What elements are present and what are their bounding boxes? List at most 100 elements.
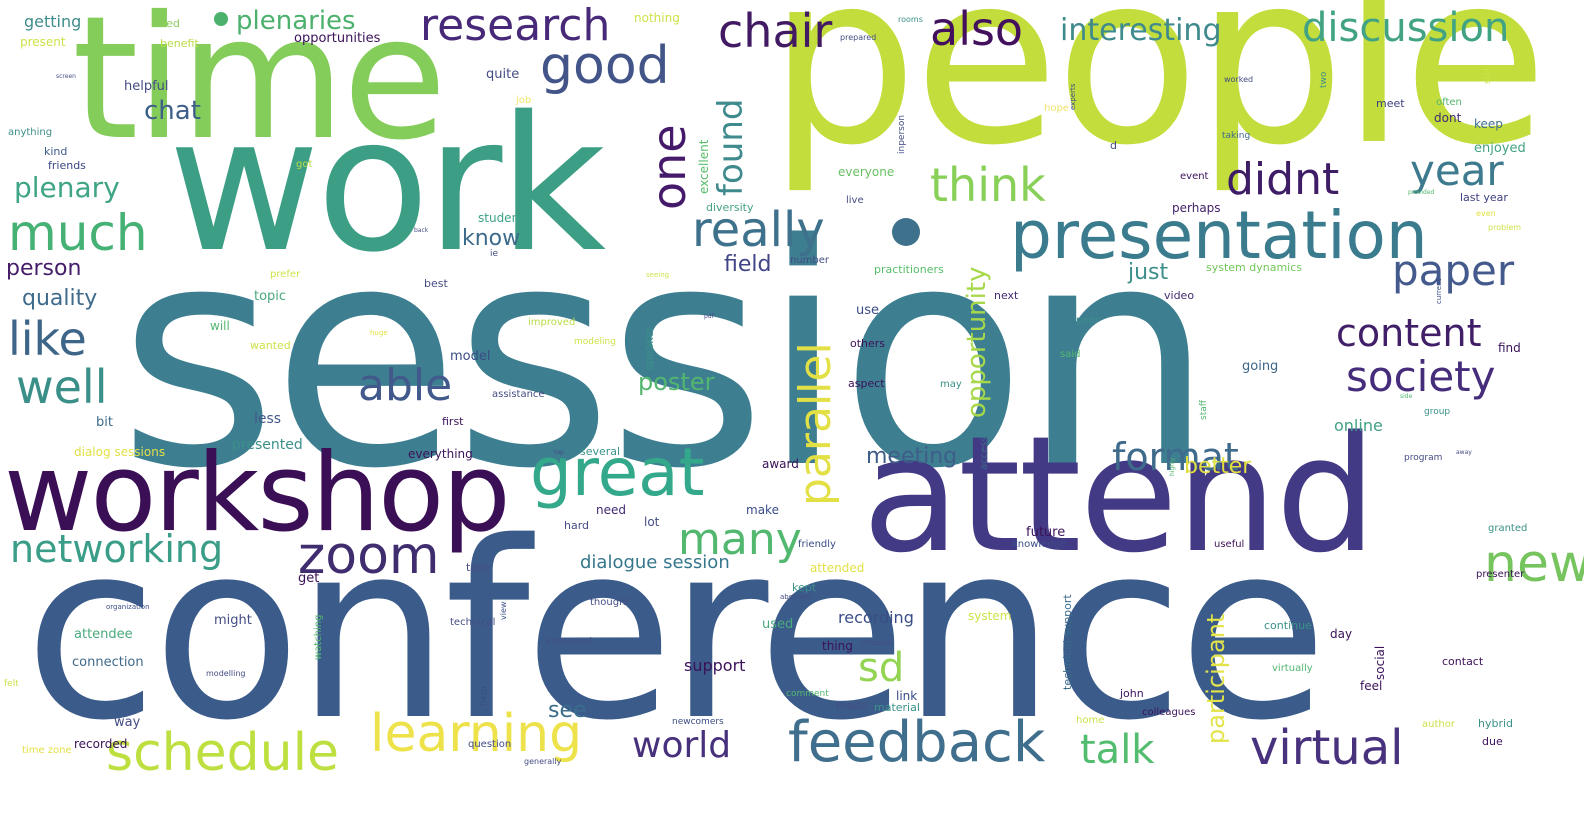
cloud-word: others xyxy=(850,337,886,350)
cloud-word: abstracts xyxy=(780,593,813,601)
cloud-word: day xyxy=(1330,627,1353,641)
cloud-word: opportunities xyxy=(294,31,381,46)
cloud-word: research xyxy=(420,0,611,51)
cloud-word: generally xyxy=(524,757,562,766)
cloud-word: going xyxy=(1242,359,1279,374)
cloud-word: system dynamics xyxy=(1206,261,1303,274)
cloud-word: worked xyxy=(1224,75,1254,84)
cloud-word: used xyxy=(762,617,794,632)
cloud-word: getting xyxy=(24,12,82,31)
cloud-word: able xyxy=(358,360,453,411)
cloud-word: dont xyxy=(1434,111,1462,125)
cloud-word: d xyxy=(1110,139,1117,152)
cloud-word: lot xyxy=(644,515,660,529)
cloud-word: granted xyxy=(1488,523,1528,534)
cloud-word: might xyxy=(214,613,252,628)
cloud-word: participant xyxy=(1202,613,1230,744)
cloud-word: didnt xyxy=(1226,154,1340,205)
cloud-word: away xyxy=(1456,449,1472,456)
cloud-word: hybrid xyxy=(1478,717,1514,730)
cloud-word: provided xyxy=(1408,189,1435,196)
cloud-word: material xyxy=(874,701,920,714)
cloud-word: live xyxy=(846,195,864,206)
cloud-word: practitioners xyxy=(874,263,944,276)
cloud-word: just xyxy=(1128,260,1169,285)
cloud-word: online xyxy=(1334,416,1383,435)
cloud-word: work xyxy=(168,76,606,293)
cloud-word: continue xyxy=(1264,619,1312,632)
cloud-word: presented xyxy=(232,437,303,453)
cloud-word: anything xyxy=(8,127,53,138)
cloud-word: often xyxy=(1436,97,1462,108)
cloud-word: modelling xyxy=(206,669,246,678)
cloud-word: rooms xyxy=(898,15,923,24)
cloud-word: format xyxy=(1112,435,1239,479)
cloud-word: virtual xyxy=(1250,720,1404,776)
cloud-word: dialog sessions xyxy=(74,445,166,459)
cloud-word: kept xyxy=(792,581,817,594)
cloud-word: really xyxy=(692,202,825,258)
cloud-word: attendee xyxy=(74,627,133,642)
cloud-word: technical xyxy=(450,617,496,628)
cloud-word: discussion xyxy=(1302,5,1510,51)
cloud-word: perhaps xyxy=(1172,201,1221,215)
cloud-word: social xyxy=(1373,645,1387,680)
cloud-word: problem xyxy=(1488,223,1522,232)
cloud-word: speaker xyxy=(643,326,656,371)
cloud-word: author xyxy=(1422,719,1455,730)
cloud-word: society xyxy=(1346,352,1496,401)
cloud-word: people xyxy=(768,0,1548,197)
cloud-word: job xyxy=(516,95,532,106)
cloud-word: opportunity xyxy=(962,266,992,418)
cloud-word: wanted xyxy=(250,339,291,352)
cloud-word: aspect xyxy=(848,377,885,390)
cloud-word: year xyxy=(1410,146,1504,195)
cloud-word: attend xyxy=(862,401,1377,588)
cloud-word: plenary xyxy=(14,171,120,204)
cloud-word: like xyxy=(8,312,87,366)
cloud-word: future xyxy=(1026,525,1066,540)
cloud-word: back xyxy=(414,227,429,234)
cloud-word: found xyxy=(711,98,751,196)
cloud-word: watching xyxy=(313,614,324,660)
cloud-word: john xyxy=(1120,687,1144,700)
cloud-word: nothing xyxy=(634,11,680,25)
cloud-word: helpful xyxy=(124,79,169,94)
cloud-word: effective xyxy=(862,639,893,647)
cloud-word: will xyxy=(210,319,230,333)
cloud-word: system xyxy=(968,609,1012,623)
cloud-word: better xyxy=(1184,454,1252,479)
cloud-word: link xyxy=(896,689,918,703)
cloud-word: help xyxy=(479,686,489,706)
cloud-word: due xyxy=(1482,735,1503,748)
cloud-word: useful xyxy=(1214,539,1245,550)
cloud-word: make xyxy=(746,503,779,517)
cloud-word: field xyxy=(724,252,772,277)
cloud-word: benefit xyxy=(160,37,199,50)
cloud-word: still xyxy=(1483,68,1493,84)
cloud-word: support xyxy=(684,656,746,675)
cloud-word: talk xyxy=(1080,727,1155,773)
cloud-word: staff xyxy=(1199,400,1209,420)
cloud-word: award xyxy=(762,457,799,471)
cloud-word: liked xyxy=(154,17,180,30)
cloud-word: see xyxy=(548,698,587,723)
cloud-word: ie xyxy=(490,249,499,259)
cloud-word: bit xyxy=(96,415,113,430)
cloud-word: model xyxy=(450,349,491,364)
cloud-word: quite xyxy=(486,67,520,82)
cloud-word: may xyxy=(940,379,962,390)
cloud-word: assistance xyxy=(492,389,545,400)
cloud-word: group xyxy=(1424,407,1451,417)
cloud-word: connection xyxy=(72,655,144,670)
cloud-word: conference xyxy=(24,490,1328,774)
cloud-word: view xyxy=(499,601,508,620)
cloud-word: many xyxy=(678,514,802,565)
cloud-word: side xyxy=(1400,393,1413,400)
cloud-word: felt xyxy=(4,679,19,689)
cloud-word: learning xyxy=(370,704,583,764)
cloud-word: get xyxy=(298,571,320,586)
cloud-word: meet xyxy=(1376,97,1405,110)
cloud-word: virtually xyxy=(1272,663,1313,674)
cloud-word: video xyxy=(1164,289,1195,302)
